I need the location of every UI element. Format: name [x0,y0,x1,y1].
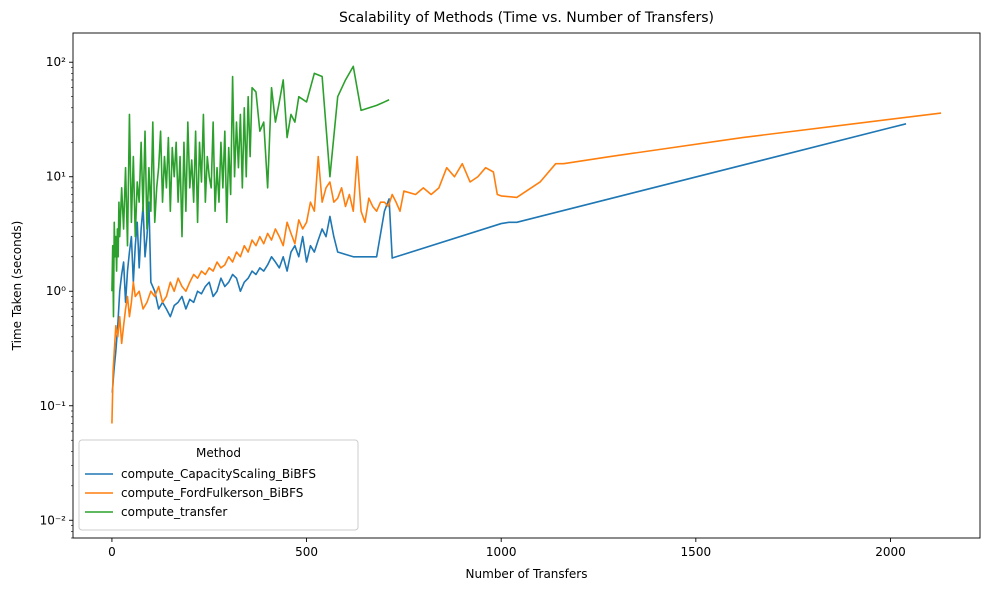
axes-frame [72,32,981,539]
x-tick-label: 0 [108,545,116,559]
y-axis: 10⁻² 10⁻¹ 10⁰ 10¹ 10² [40,55,73,539]
x-tick-label: 2000 [875,545,906,559]
legend-title: Method [196,446,241,460]
series-line-1 [111,123,907,393]
x-axis-label: Number of Transfers [466,567,588,581]
plot-area [72,32,981,539]
legend-label-1: compute_CapacityScaling_BiBFS [121,467,316,481]
y-axis-label: Time Taken (seconds) [10,221,24,352]
y-tick-label: 10⁻² [40,513,67,527]
y-tick-label: 10² [46,55,66,69]
x-tick-label: 1000 [486,545,517,559]
series-layer [111,65,942,424]
legend-label-3: compute_transfer [121,505,227,519]
legend-label-2: compute_FordFulkerson_BiBFS [121,486,303,500]
x-tick-label: 1500 [681,545,712,559]
legend-box [78,439,359,531]
chart-title: Scalability of Methods (Time vs. Number … [339,10,714,26]
x-tick-label: 500 [295,545,318,559]
series-line-2 [111,112,942,424]
y-tick-label: 10¹ [46,170,66,184]
y-tick-label: 10⁻¹ [40,399,67,413]
x-axis: 0 500 1000 1500 2000 [108,538,906,559]
legend: Method compute_CapacityScaling_BiBFScompu… [78,439,359,531]
y-tick-label: 10⁰ [46,284,66,298]
series-line-3 [111,65,390,318]
